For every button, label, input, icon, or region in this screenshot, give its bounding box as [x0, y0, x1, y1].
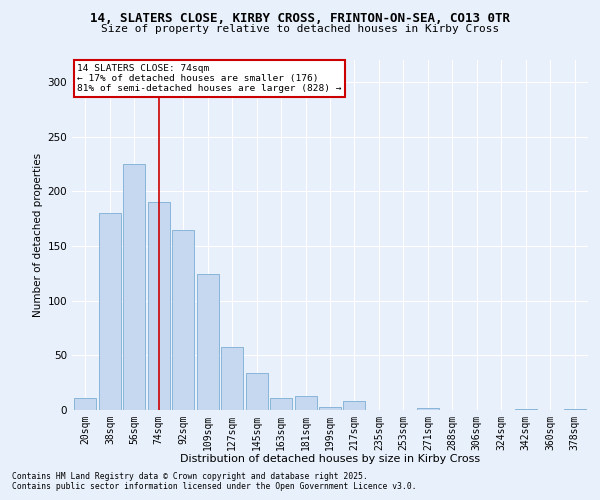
Bar: [221, 346, 243, 410]
Bar: [563, 409, 586, 410]
Bar: [124, 164, 145, 410]
Bar: [295, 396, 317, 410]
Bar: [343, 401, 365, 410]
Bar: [172, 230, 194, 410]
Text: Contains public sector information licensed under the Open Government Licence v3: Contains public sector information licen…: [12, 482, 416, 491]
Bar: [515, 409, 536, 410]
Text: 14 SLATERS CLOSE: 74sqm
← 17% of detached houses are smaller (176)
81% of semi-d: 14 SLATERS CLOSE: 74sqm ← 17% of detache…: [77, 64, 341, 94]
Text: Size of property relative to detached houses in Kirby Cross: Size of property relative to detached ho…: [101, 24, 499, 34]
Bar: [270, 398, 292, 410]
Bar: [197, 274, 219, 410]
Bar: [148, 202, 170, 410]
Bar: [319, 406, 341, 410]
Bar: [99, 213, 121, 410]
Y-axis label: Number of detached properties: Number of detached properties: [33, 153, 43, 317]
Bar: [245, 373, 268, 410]
Text: 14, SLATERS CLOSE, KIRBY CROSS, FRINTON-ON-SEA, CO13 0TR: 14, SLATERS CLOSE, KIRBY CROSS, FRINTON-…: [90, 12, 510, 26]
Text: Contains HM Land Registry data © Crown copyright and database right 2025.: Contains HM Land Registry data © Crown c…: [12, 472, 368, 481]
Bar: [417, 408, 439, 410]
X-axis label: Distribution of detached houses by size in Kirby Cross: Distribution of detached houses by size …: [180, 454, 480, 464]
Bar: [74, 398, 97, 410]
